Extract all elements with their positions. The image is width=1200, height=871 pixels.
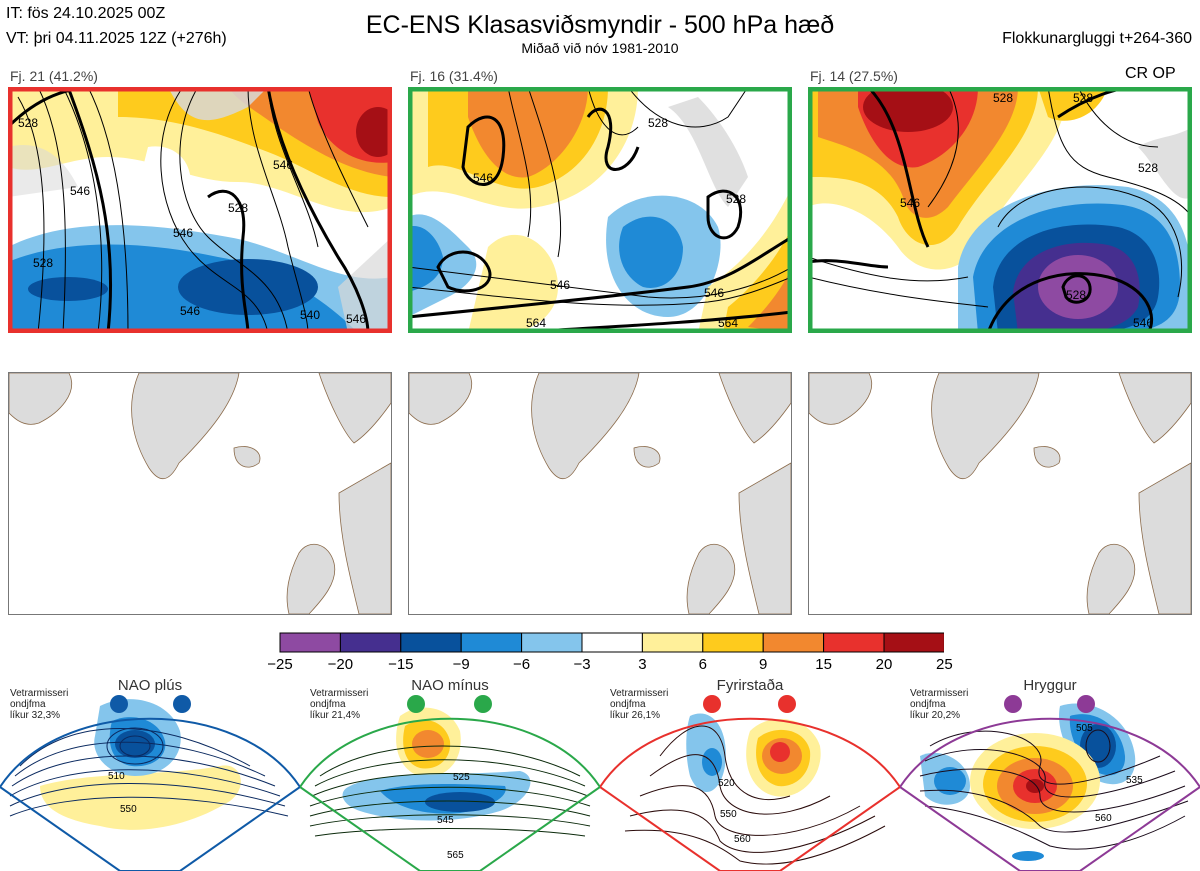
contour-label: 546 <box>180 304 200 318</box>
colorbar-tick-label: −15 <box>388 656 414 673</box>
regime-marker-right <box>173 695 191 713</box>
colorbar-tick-label: −6 <box>513 656 531 673</box>
regime-nao-plus: NAO plús Vetrarmisseri ondjfma líkur 32,… <box>0 676 300 871</box>
contour-label: 546 <box>704 286 724 300</box>
contour-label: 528 <box>33 256 53 270</box>
regime-title: NAO mínus <box>411 677 489 694</box>
regime-nao-minus: NAO mínus Vetrarmisseri ondjfma líkur 21… <box>300 676 600 871</box>
contour-label: 565 <box>447 850 464 861</box>
cluster-3-label: Fj. 14 (27.5%) <box>810 68 898 84</box>
contour-label: 505 <box>1076 723 1093 734</box>
colorbar-tick-label: −20 <box>327 656 354 673</box>
regime-marker-right <box>474 695 492 713</box>
colorbar-tick-label: −25 <box>267 656 293 673</box>
contour-label: 550 <box>120 804 137 815</box>
colorbar-bin <box>400 632 462 653</box>
regime-info: Vetrarmisseri ondjfma líkur 20,2% <box>910 688 969 721</box>
cluster-2-label: Fj. 16 (31.4%) <box>410 68 498 84</box>
cluster-3-map: 528 528 546 528 528 546 <box>808 87 1192 333</box>
regime-marker-right <box>778 695 796 713</box>
contour-label: 546 <box>1133 316 1153 330</box>
contour-label: 564 <box>526 316 546 330</box>
contour-label: 510 <box>108 771 125 782</box>
contour-label: 546 <box>70 184 90 198</box>
regime-marker-left <box>703 695 721 713</box>
empty-map-3 <box>808 372 1192 615</box>
regime-title: NAO plús <box>117 677 183 694</box>
colorbar-bin <box>641 632 704 653</box>
regime-info: Vetrarmisseri ondjfma líkur 26,1% <box>610 688 669 721</box>
contour-label: 528 <box>1066 288 1086 302</box>
regime-marker-left <box>1004 695 1022 713</box>
issue-time: IT: fös 24.10.2025 00Z <box>6 5 166 22</box>
colorbar-bin <box>521 632 583 653</box>
contour-label: 546 <box>550 278 570 292</box>
regime-title: Hryggur <box>1023 677 1077 694</box>
regime-title: Fyrirstaða <box>716 677 784 694</box>
contour-label: 550 <box>720 809 737 820</box>
contour-label: 528 <box>726 192 746 206</box>
colorbar-bin <box>702 632 764 653</box>
contour-label: 564 <box>718 316 738 330</box>
empty-map-2 <box>408 372 792 615</box>
page-subtitle: Miðað við nóv 1981-2010 <box>521 40 679 56</box>
contour-label: 528 <box>228 201 248 215</box>
colorbar-bin <box>279 632 341 653</box>
colorbar-tick-label: −9 <box>452 656 470 673</box>
contour-label: 560 <box>734 834 751 845</box>
colorbar-tick-label: −3 <box>573 656 591 673</box>
colorbar-bin <box>762 632 825 653</box>
regime-marker-left <box>110 695 128 713</box>
colorbar-tick-label: 6 <box>698 656 707 673</box>
contour-label: 528 <box>18 116 38 130</box>
cluster-1-label: Fj. 21 (41.2%) <box>10 68 98 84</box>
contour-label: 546 <box>346 312 366 326</box>
regime-info: Vetrarmisseri ondjfma líkur 21,4% <box>310 688 369 721</box>
colorbar-tick-label: 3 <box>638 656 647 673</box>
contour-label: 545 <box>437 815 454 826</box>
contour-label: 535 <box>1126 775 1143 786</box>
contour-label: 560 <box>1095 813 1112 824</box>
contour-label: 546 <box>473 171 493 185</box>
colorbar-bin <box>823 632 885 653</box>
colorbar-bin <box>339 632 402 653</box>
contour-label: 528 <box>1073 91 1093 105</box>
colorbar-tick-label: 25 <box>936 656 953 673</box>
cr-op-label: CR OP <box>1125 65 1176 82</box>
empty-map-1 <box>8 372 392 615</box>
colorbar-tick-label: 9 <box>759 656 768 673</box>
regime-info: Vetrarmisseri ondjfma líkur 32,3% <box>10 688 69 721</box>
contour-label: 528 <box>993 91 1013 105</box>
contour-label: 528 <box>648 116 668 130</box>
colorbar-tick-label: 15 <box>815 656 832 673</box>
regime-blocking: Fyrirstaða Vetrarmisseri ondjfma líkur 2… <box>600 676 900 871</box>
contour-label: 528 <box>1138 161 1158 175</box>
colorbar <box>279 632 944 653</box>
contour-label: 520 <box>718 778 735 789</box>
page-title: EC-ENS Klasasviðsmyndir - 500 hPa hæð <box>365 11 835 39</box>
classification-window: Flokkunargluggi t+264-360 <box>1002 30 1192 47</box>
contour-label: 546 <box>273 158 293 172</box>
colorbar-bin <box>581 632 643 653</box>
colorbar-bin <box>460 632 523 653</box>
regime-ridge: Hryggur Vetrarmisseri ondjfma líkur 20,2… <box>900 676 1200 871</box>
colorbar-tick-label: 20 <box>875 656 893 673</box>
valid-time: VT: þri 04.11.2025 12Z (+276h) <box>6 30 227 47</box>
cluster-1-map: 528 546 528 546 546 528 546 540 546 <box>8 87 392 333</box>
regime-marker-left <box>407 695 425 713</box>
contour-label: 546 <box>173 226 193 240</box>
contour-label: 546 <box>900 196 920 210</box>
contour-label: 540 <box>300 308 320 322</box>
cluster-2-map: 546 528 546 546 564 528 564 <box>408 87 792 333</box>
regime-marker-right <box>1077 695 1095 713</box>
contour-label: 525 <box>453 772 470 783</box>
colorbar-bin <box>883 632 944 653</box>
